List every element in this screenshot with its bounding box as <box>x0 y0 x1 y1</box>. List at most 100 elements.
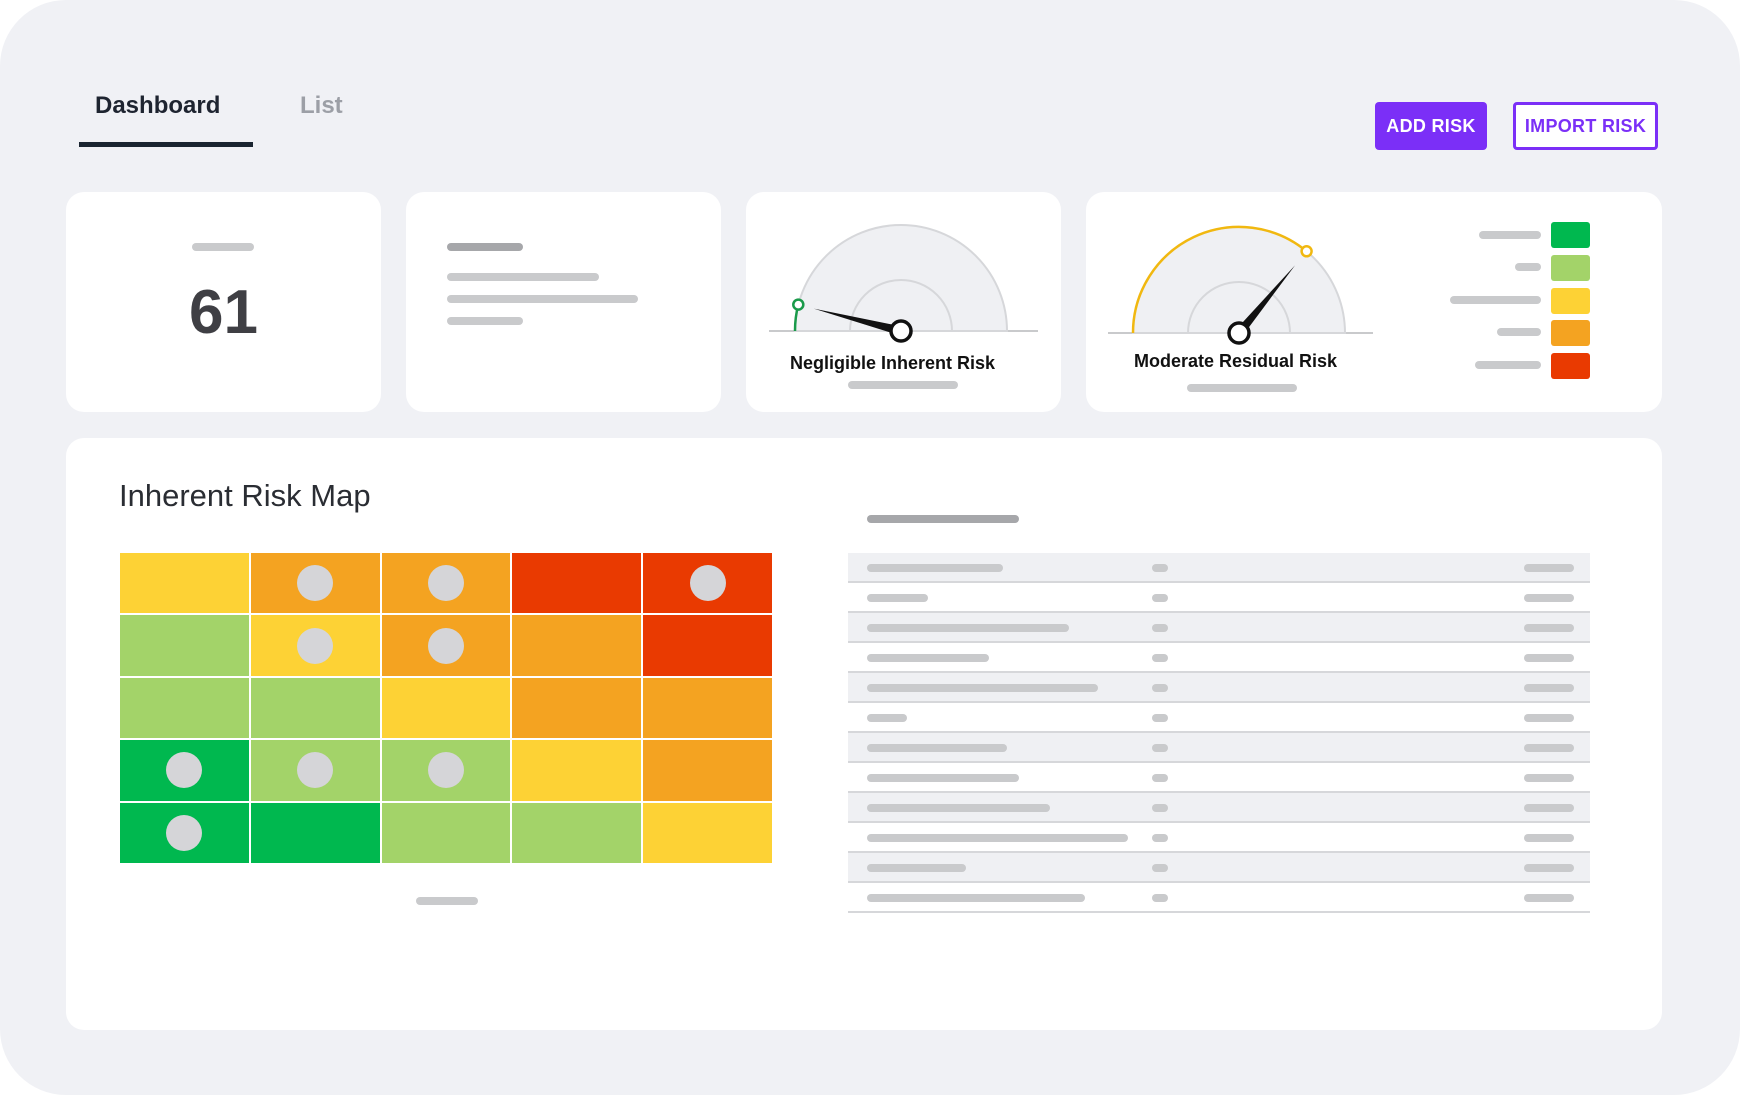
list-row[interactable] <box>848 643 1590 673</box>
risk-heatmap <box>120 553 772 863</box>
row-name-placeholder <box>867 804 1050 812</box>
list-row[interactable] <box>848 583 1590 613</box>
list-row[interactable] <box>848 853 1590 883</box>
heatmap-cell-high[interactable] <box>512 677 642 739</box>
inherent-risk-gauge-card: Negligible Inherent Risk <box>746 192 1061 412</box>
row-score-placeholder <box>1152 594 1168 602</box>
risk-marker[interactable] <box>166 814 203 851</box>
risk-marker[interactable] <box>427 565 464 602</box>
list-row[interactable] <box>848 703 1590 733</box>
heatmap-cell-negligible[interactable] <box>120 802 249 863</box>
list-row[interactable] <box>848 553 1590 583</box>
row-status-placeholder <box>1524 744 1574 752</box>
metric-value: 61 <box>189 278 258 347</box>
risk-marker[interactable] <box>427 627 464 664</box>
row-status-placeholder <box>1524 564 1574 572</box>
gauge-progress-arc <box>1131 225 1308 334</box>
row-score-placeholder <box>1152 894 1168 902</box>
heatmap-cell-critical[interactable] <box>512 553 642 614</box>
row-status-placeholder <box>1524 624 1574 632</box>
row-name-placeholder <box>867 774 1019 782</box>
heatmap-cell-high[interactable] <box>512 615 642 676</box>
row-name-placeholder <box>867 894 1085 902</box>
legend-label-placeholder <box>1497 328 1541 336</box>
heatmap-cell-high[interactable] <box>381 553 511 614</box>
risk-marker[interactable] <box>689 565 726 602</box>
tab-list[interactable]: List <box>300 92 343 119</box>
risk-map-panel: Inherent Risk Map <box>66 438 1662 1030</box>
gauge-inner-arc <box>849 279 953 332</box>
heatmap-cell-high[interactable] <box>381 615 511 676</box>
list-row[interactable] <box>848 793 1590 823</box>
heatmap-cell-negligible[interactable] <box>120 740 249 801</box>
heatmap-cell-high[interactable] <box>250 553 380 614</box>
heatmap-cell-negligible[interactable] <box>250 802 380 863</box>
inherent-risk-gauge <box>769 224 1038 343</box>
row-score-placeholder <box>1152 624 1168 632</box>
gauge-dial <box>793 224 1009 332</box>
row-status-placeholder <box>1524 684 1574 692</box>
risk-marker[interactable] <box>297 627 334 664</box>
heatmap-axis-label-placeholder <box>416 897 478 905</box>
list-row[interactable] <box>848 823 1590 853</box>
import-risk-button[interactable]: IMPORT RISK <box>1513 102 1658 150</box>
legend-label-placeholder <box>1450 296 1541 304</box>
heatmap-cell-critical[interactable] <box>643 553 772 614</box>
row-score-placeholder <box>1152 564 1168 572</box>
risk-marker[interactable] <box>297 565 334 602</box>
row-status-placeholder <box>1524 594 1574 602</box>
summary-card <box>406 192 721 412</box>
row-score-placeholder <box>1152 744 1168 752</box>
heatmap-cell-moderate[interactable] <box>381 677 511 739</box>
legend-label-placeholder <box>1479 231 1541 239</box>
row-name-placeholder <box>867 594 928 602</box>
add-risk-button[interactable]: ADD RISK <box>1375 102 1487 150</box>
summary-line-placeholder <box>447 295 638 303</box>
legend-swatch-critical <box>1551 353 1590 379</box>
heatmap-cell-low[interactable] <box>512 802 642 863</box>
list-row[interactable] <box>848 613 1590 643</box>
tab-dashboard[interactable]: Dashboard <box>95 92 221 119</box>
row-score-placeholder <box>1152 714 1168 722</box>
heatmap-cell-high[interactable] <box>643 677 772 739</box>
row-name-placeholder <box>867 864 966 872</box>
list-row[interactable] <box>848 733 1590 763</box>
risk-marker[interactable] <box>427 752 464 789</box>
heatmap-cell-low[interactable] <box>120 615 249 676</box>
row-score-placeholder <box>1152 864 1168 872</box>
heatmap-cell-low[interactable] <box>381 802 511 863</box>
heatmap-cell-low[interactable] <box>250 740 380 801</box>
residual-risk-gauge <box>1108 225 1373 345</box>
heatmap-cell-low[interactable] <box>250 677 380 739</box>
heatmap-cell-critical[interactable] <box>643 615 772 676</box>
gauge-needle <box>1235 265 1296 336</box>
risk-marker[interactable] <box>166 752 203 789</box>
active-tab-indicator <box>79 142 253 147</box>
residual-risk-gauge-card: Moderate Residual Risk <box>1086 192 1662 412</box>
heatmap-cell-moderate[interactable] <box>512 740 642 801</box>
list-title-placeholder <box>867 515 1019 523</box>
row-name-placeholder <box>867 564 1003 572</box>
row-score-placeholder <box>1152 834 1168 842</box>
row-score-placeholder <box>1152 654 1168 662</box>
heatmap-cell-moderate[interactable] <box>120 553 249 614</box>
heatmap-cell-moderate[interactable] <box>643 802 772 863</box>
risk-marker[interactable] <box>297 752 334 789</box>
heatmap-cell-moderate[interactable] <box>250 615 380 676</box>
inherent-risk-label: Negligible Inherent Risk <box>790 353 996 373</box>
legend-label-placeholder <box>1515 263 1541 271</box>
row-name-placeholder <box>867 744 1007 752</box>
row-status-placeholder <box>1524 774 1574 782</box>
row-status-placeholder <box>1524 714 1574 722</box>
metric-card: 61 <box>66 192 381 412</box>
heatmap-cell-low[interactable] <box>120 677 249 739</box>
list-row[interactable] <box>848 673 1590 703</box>
row-score-placeholder <box>1152 774 1168 782</box>
list-row[interactable] <box>848 763 1590 793</box>
list-row[interactable] <box>848 883 1590 913</box>
heatmap-cell-high[interactable] <box>643 740 772 801</box>
heatmap-cell-low[interactable] <box>381 740 511 801</box>
legend-swatch-moderate <box>1551 288 1590 314</box>
gauge-needle <box>813 308 903 336</box>
risk-list <box>848 553 1590 913</box>
